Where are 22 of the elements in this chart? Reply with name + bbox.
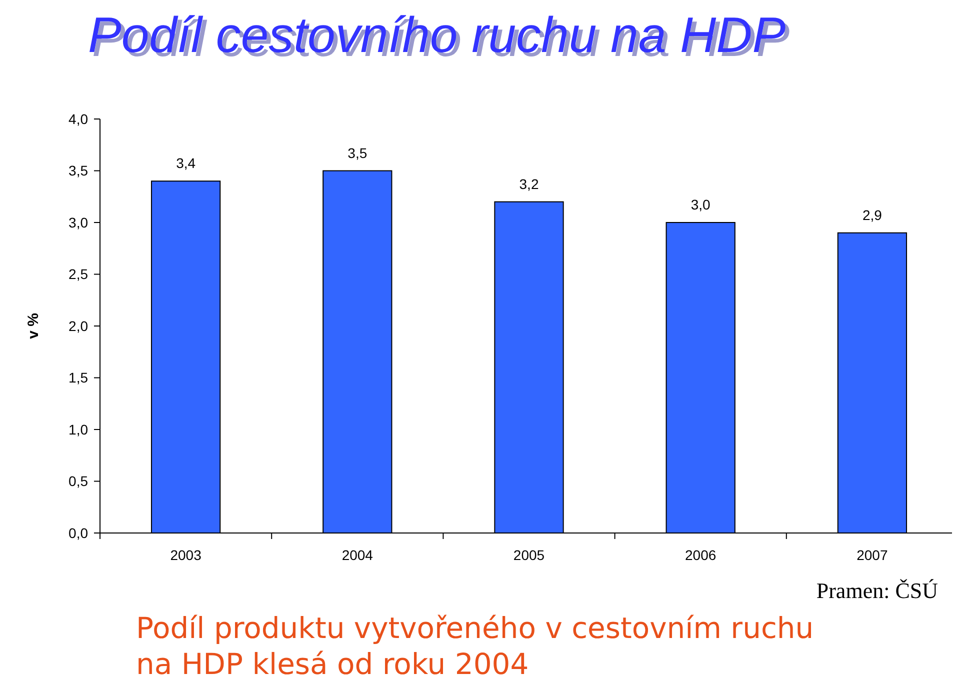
y-tick-label: 2,5 <box>68 266 88 282</box>
data-label: 2,9 <box>862 206 882 223</box>
y-tick-label: 1,5 <box>68 370 88 386</box>
x-tick-label: 2003 <box>170 547 202 563</box>
x-tick-label: 2006 <box>685 547 716 563</box>
y-axis-title: v % <box>25 313 42 339</box>
data-label: 3,2 <box>519 176 539 192</box>
y-tick-label: 4,0 <box>68 110 88 127</box>
text: Pramen: ČSÚ <box>816 578 938 603</box>
data-label: 3,5 <box>348 144 368 161</box>
text: Podíl produktu vytvořeného v cestovním ruchu na HDP klesá od roku 2004 <box>136 611 814 681</box>
data-label: 3,4 <box>176 155 196 172</box>
y-tick-label: 0,5 <box>68 473 88 490</box>
data-label: 3,0 <box>690 196 711 212</box>
y-tick-label: 1,0 <box>68 421 88 438</box>
y-tick-label: 2,0 <box>68 318 88 334</box>
x-tick-label: 2004 <box>342 547 374 563</box>
x-tick-label: 2005 <box>513 547 545 563</box>
x-tick-label: 2007 <box>856 547 888 563</box>
y-tick-label: 3,5 <box>68 162 88 179</box>
y-tick-label: 0,0 <box>68 524 88 541</box>
y-tick-label: 3,0 <box>68 214 88 230</box>
